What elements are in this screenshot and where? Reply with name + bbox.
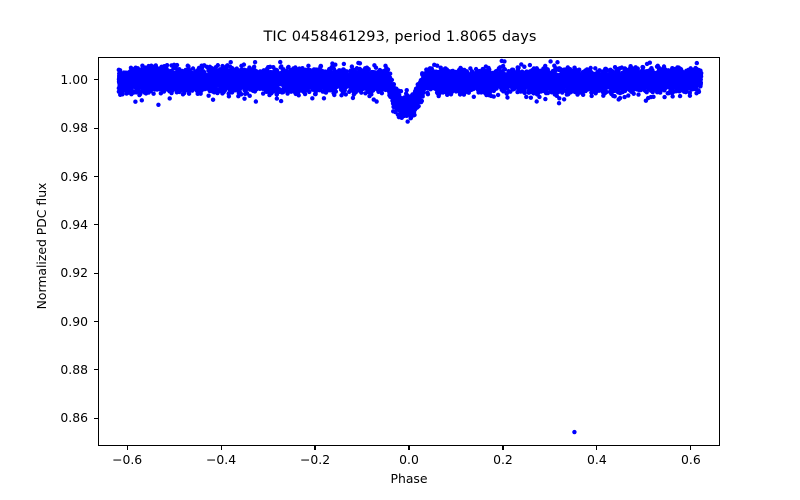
y-axis-label: Normalized PDC flux bbox=[34, 182, 49, 310]
y-tick-label: 0.94 bbox=[60, 216, 88, 232]
scatter-plot-canvas bbox=[116, 58, 704, 435]
y-tick-label: 1.00 bbox=[60, 71, 88, 87]
y-tick-mark bbox=[94, 176, 98, 178]
x-tick-label: 0.2 bbox=[493, 452, 513, 467]
x-tick-label: 0.0 bbox=[399, 452, 419, 467]
y-tick-mark bbox=[94, 224, 98, 226]
x-tick-mark bbox=[220, 446, 222, 450]
y-tick-mark bbox=[94, 321, 98, 323]
y-tick-mark bbox=[94, 369, 98, 371]
x-tick-label: −0.6 bbox=[112, 452, 143, 467]
x-tick-label: 0.4 bbox=[587, 452, 607, 467]
y-tick-mark bbox=[94, 79, 98, 81]
x-tick-mark bbox=[126, 446, 128, 450]
x-tick-mark bbox=[690, 446, 692, 450]
x-tick-label: −0.4 bbox=[206, 452, 237, 467]
y-tick-label: 0.86 bbox=[60, 410, 88, 426]
scatter-points-group bbox=[116, 58, 704, 435]
x-tick-label: 0.6 bbox=[681, 452, 701, 467]
x-tick-mark bbox=[596, 446, 598, 450]
y-tick-mark bbox=[94, 127, 98, 129]
x-tick-mark bbox=[502, 446, 504, 450]
chart-title-text: TIC 0458461293, period 1.8065 days bbox=[263, 29, 537, 45]
x-axis-label: Phase bbox=[390, 471, 428, 486]
y-tick-mark bbox=[94, 272, 98, 274]
y-tick-mark bbox=[94, 417, 98, 419]
x-tick-mark bbox=[408, 446, 410, 450]
y-tick-label: 0.96 bbox=[60, 168, 88, 184]
x-tick-mark bbox=[314, 446, 316, 450]
x-tick-label: −0.2 bbox=[299, 452, 331, 467]
y-tick-label: 0.92 bbox=[60, 265, 88, 281]
plot-axes-area bbox=[98, 57, 720, 446]
y-tick-label: 0.98 bbox=[60, 120, 88, 136]
y-tick-label: 0.90 bbox=[60, 313, 88, 329]
y-tick-label: 0.88 bbox=[60, 361, 88, 377]
